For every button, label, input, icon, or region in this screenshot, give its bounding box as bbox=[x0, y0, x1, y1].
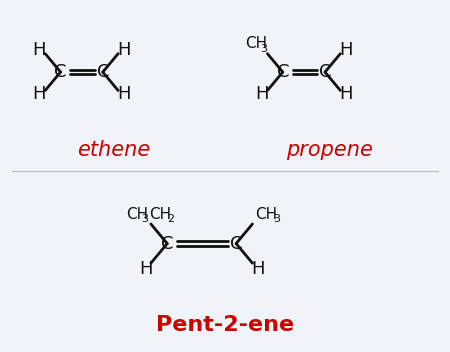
Text: C: C bbox=[319, 63, 331, 81]
Text: Pent-2-ene: Pent-2-ene bbox=[156, 315, 294, 335]
Text: H: H bbox=[252, 260, 265, 278]
Text: CH: CH bbox=[245, 37, 267, 51]
Text: C: C bbox=[54, 63, 67, 81]
Text: C: C bbox=[230, 234, 243, 252]
Text: ethene: ethene bbox=[77, 140, 150, 160]
Text: C: C bbox=[277, 63, 289, 81]
Text: 3: 3 bbox=[260, 44, 267, 54]
Text: CH: CH bbox=[126, 207, 148, 222]
Text: H: H bbox=[339, 41, 353, 59]
Text: H: H bbox=[33, 85, 46, 103]
Text: CH: CH bbox=[255, 207, 277, 222]
Text: CH: CH bbox=[148, 207, 171, 222]
Text: 3: 3 bbox=[142, 214, 148, 225]
Text: C: C bbox=[97, 63, 109, 81]
Text: propene: propene bbox=[286, 140, 373, 160]
Text: C: C bbox=[161, 234, 173, 252]
Text: H: H bbox=[339, 85, 353, 103]
Text: H: H bbox=[139, 260, 152, 278]
Text: H: H bbox=[117, 41, 130, 59]
Text: H: H bbox=[255, 85, 269, 103]
Text: 3: 3 bbox=[273, 214, 280, 225]
Text: H: H bbox=[117, 85, 130, 103]
Text: H: H bbox=[33, 41, 46, 59]
Text: 2: 2 bbox=[167, 214, 175, 225]
